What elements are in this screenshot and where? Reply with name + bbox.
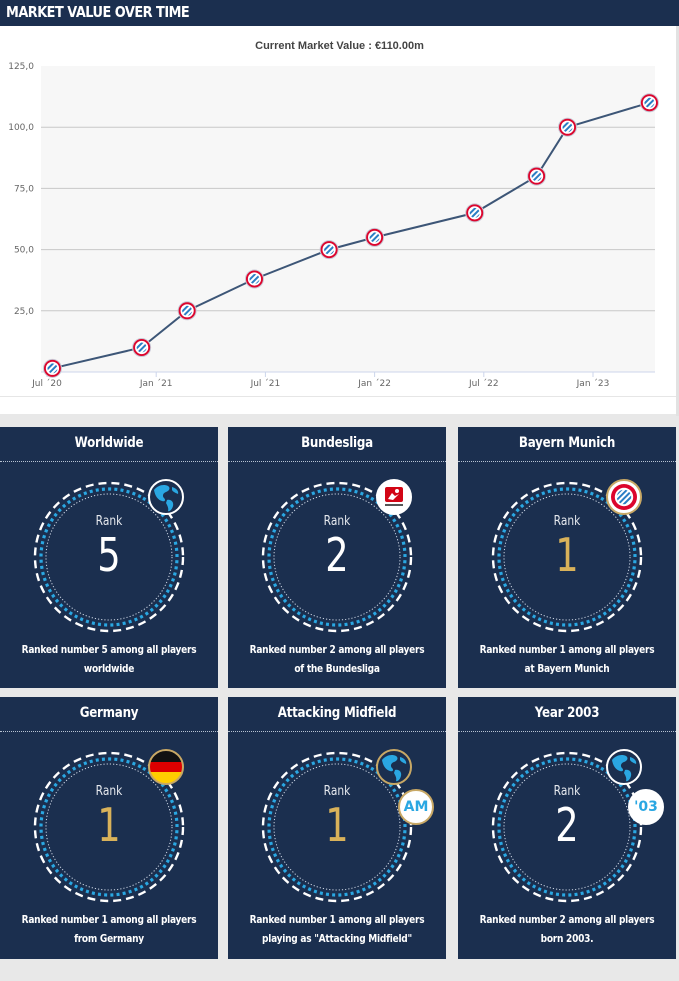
rank-ring xyxy=(491,751,643,903)
card-description: Ranked number 1 among all players playin… xyxy=(249,914,425,945)
data-point-marker[interactable] xyxy=(465,203,485,223)
globe-icon xyxy=(148,479,184,515)
card-description: Ranked number 2 among all players born 2… xyxy=(479,914,655,945)
data-point-marker[interactable] xyxy=(42,358,62,378)
rank-label: Rank xyxy=(553,514,581,529)
germany-flag-icon xyxy=(148,749,184,785)
rank-ring xyxy=(33,751,185,903)
y-tick-label: 100,0 xyxy=(8,123,34,133)
data-point-marker[interactable] xyxy=(365,227,385,247)
y-tick-label: 50,0 xyxy=(14,246,34,256)
chart-subtitle: Current Market Value : €110.00m xyxy=(255,40,424,52)
rank-card: Worldwide Rank 5 Ranked number 5 among a… xyxy=(0,427,218,688)
card-divider xyxy=(0,731,218,732)
section-header: MARKET VALUE OVER TIME xyxy=(0,0,679,26)
rank-label: Rank xyxy=(95,514,123,529)
bayern-crest-icon xyxy=(606,479,642,515)
rank-label: Rank xyxy=(323,514,351,529)
rank-card: Bundesliga Rank 2 Ranked number 2 among … xyxy=(228,427,446,688)
rank-card: Germany Rank 1 Ranked number 1 among all… xyxy=(0,697,218,959)
card-title: Worldwide xyxy=(74,435,144,451)
globe-icon xyxy=(606,749,642,785)
data-point-marker[interactable] xyxy=(639,93,659,113)
card-title: Attacking Midfield xyxy=(277,705,397,721)
data-point-marker[interactable] xyxy=(132,338,152,358)
rank-card: Year 2003 Rank 2 Ranked number 2 among a… xyxy=(458,697,676,959)
card-title: Bundesliga xyxy=(301,435,373,451)
x-tick-label: Jan ´23 xyxy=(576,378,610,389)
rank-number: 1 xyxy=(97,798,121,852)
card-divider xyxy=(458,461,676,462)
y-tick-label: 125,0 xyxy=(8,62,34,72)
data-point-marker[interactable] xyxy=(558,117,578,137)
x-tick-label: Jul ´21 xyxy=(250,378,281,389)
rank-ring xyxy=(33,481,185,633)
x-tick-label: Jan ´21 xyxy=(139,378,173,389)
data-point-marker[interactable] xyxy=(177,301,197,321)
rank-number: 2 xyxy=(325,528,349,582)
card-description: Ranked number 1 among all players from G… xyxy=(21,914,197,945)
data-point-marker[interactable] xyxy=(527,166,547,186)
rank-number: 1 xyxy=(325,798,349,852)
position-badge: AM xyxy=(398,789,434,825)
scrollbar[interactable] xyxy=(676,26,679,416)
data-point-marker[interactable] xyxy=(244,269,264,289)
data-point-marker[interactable] xyxy=(319,240,339,260)
card-divider xyxy=(0,461,218,462)
rank-ring xyxy=(491,481,643,633)
rank-label: Rank xyxy=(323,784,351,799)
rank-number: 5 xyxy=(97,528,121,582)
card-divider xyxy=(228,461,446,462)
rank-label: Rank xyxy=(553,784,581,799)
card-description: Ranked number 1 among all players at Bay… xyxy=(479,644,655,675)
card-title: Year 2003 xyxy=(534,705,600,721)
card-description: Ranked number 5 among all players worldw… xyxy=(21,644,197,675)
rank-number: 2 xyxy=(555,798,579,852)
bundesliga-logo-icon xyxy=(376,479,412,515)
rank-ring xyxy=(261,751,413,903)
card-title: Bayern Munich xyxy=(518,435,616,451)
y-tick-label: 25,0 xyxy=(14,307,34,317)
market-value-chart: 125,0 100,0 75,0 50,0 25,0 Jul ´20 Jan ´21 Jul… xyxy=(8,62,659,389)
birth-year-badge: '03 xyxy=(628,789,664,825)
card-divider xyxy=(458,731,676,732)
section-title: MARKET VALUE OVER TIME xyxy=(6,3,190,21)
globe-icon xyxy=(376,749,412,785)
card-description: Ranked number 2 among all players of the… xyxy=(249,644,425,675)
rank-number: 1 xyxy=(555,528,579,582)
rank-ring xyxy=(261,481,413,633)
rank-card: Attacking Midfield Rank 1 Ranked number … xyxy=(228,697,446,959)
series-line xyxy=(52,101,650,370)
rank-card: Bayern Munich Rank 1 Ranked number 1 amo… xyxy=(458,427,676,688)
x-tick-label: Jul ´22 xyxy=(468,378,499,389)
plot-area xyxy=(41,66,655,372)
card-divider xyxy=(228,731,446,732)
rank-label: Rank xyxy=(95,784,123,799)
chart-footer-divider xyxy=(0,396,676,397)
card-title: Germany xyxy=(79,705,139,721)
x-tick-label: Jan ´22 xyxy=(357,378,391,389)
x-tick-label: Jul ´20 xyxy=(31,378,62,389)
y-tick-label: 75,0 xyxy=(14,184,34,194)
